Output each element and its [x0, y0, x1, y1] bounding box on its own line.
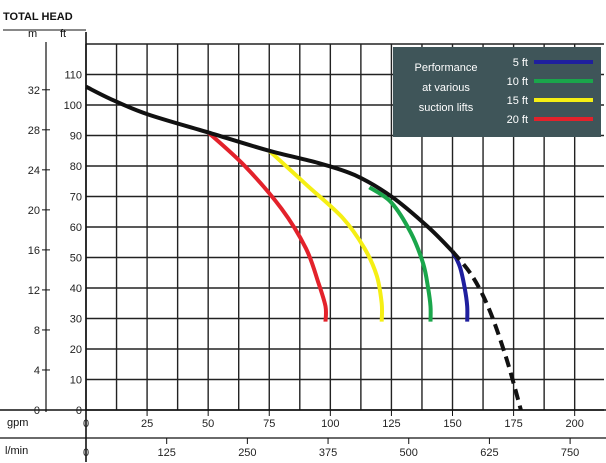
y-tick-label-ft: 60	[70, 222, 82, 234]
x-tick-label-gpm: 125	[382, 418, 400, 430]
x-unit-gpm: gpm	[7, 417, 28, 429]
y-tick-label-ft: 30	[70, 314, 82, 326]
x-tick-label-lmin: 500	[400, 447, 418, 459]
y-tick-label-m: 8	[34, 325, 40, 337]
y-tick-label-ft: 70	[70, 192, 82, 204]
series-line-15ft	[267, 149, 385, 322]
y-tick-label-m: 32	[28, 85, 40, 97]
x-tick-label-lmin: 125	[158, 447, 176, 459]
x-tick-label-lmin: 0	[83, 447, 89, 459]
y-tick-label-m: 28	[28, 125, 40, 137]
y-tick-label-ft: 110	[64, 70, 82, 82]
y-tick-label-m: 12	[28, 285, 40, 297]
series-line-5ft	[450, 250, 470, 322]
y-tick-label-ft: 100	[64, 100, 82, 112]
y-tick-label-m: 4	[34, 365, 40, 377]
y-tick-label-m: 16	[28, 245, 40, 257]
x-tick-label-lmin: 375	[319, 447, 337, 459]
y-unit-m: m	[28, 28, 37, 40]
main-curve	[85, 84, 454, 253]
legend-heading-line: Performance	[415, 62, 478, 74]
x-tick-label-gpm: 200	[565, 418, 583, 430]
y-tick-label-m: 0	[34, 405, 40, 417]
legend-heading-line: suction lifts	[419, 102, 474, 114]
y-tick-label-ft: 20	[70, 344, 82, 356]
x-tick-label-lmin: 250	[238, 447, 256, 459]
legend: Performance at various suction lifts 5 ft 10…	[393, 47, 601, 137]
y-tick-label-ft: 90	[70, 131, 82, 143]
y-tick-label-ft: 80	[70, 161, 82, 173]
x-tick-label-lmin: 625	[480, 447, 498, 459]
y-tick-label-m: 24	[28, 165, 40, 177]
y-tick-label-ft: 10	[70, 375, 82, 387]
legend-label: 5 ft	[513, 57, 528, 69]
x-tick-label-gpm: 0	[83, 418, 89, 430]
x-tick-label-lmin: 750	[561, 447, 579, 459]
chart-title: TOTAL HEAD	[3, 11, 73, 23]
series-line-10ft	[368, 185, 433, 322]
legend-heading-line: at various	[422, 82, 470, 94]
x-tick-label-gpm: 100	[321, 418, 339, 430]
legend-label: 20 ft	[507, 114, 528, 126]
main-curve-dashed	[450, 250, 523, 411]
y-tick-label-ft: 40	[70, 283, 82, 295]
series	[85, 84, 523, 411]
legend-label: 10 ft	[507, 76, 528, 88]
x-unit-lmin: l/min	[5, 445, 28, 457]
y-unit-ft: ft	[60, 28, 66, 40]
x-tick-label-gpm: 50	[202, 418, 214, 430]
tick-labels: 0 10 20 30 40 50 60 70 80 90 100 110 0 4 8 12 16 20 24 28 32…	[28, 70, 584, 460]
y-tick-label-ft: 50	[70, 253, 82, 265]
legend-label: 15 ft	[507, 95, 528, 107]
y-tick-label-ft: 0	[76, 405, 82, 417]
axes	[0, 29, 606, 462]
x-tick-label-gpm: 75	[263, 418, 275, 430]
x-tick-label-gpm: 150	[443, 418, 461, 430]
x-tick-label-gpm: 175	[504, 418, 522, 430]
series-line-20ft	[206, 130, 329, 322]
y-tick-label-m: 20	[28, 205, 40, 217]
x-tick-label-gpm: 25	[141, 418, 153, 430]
